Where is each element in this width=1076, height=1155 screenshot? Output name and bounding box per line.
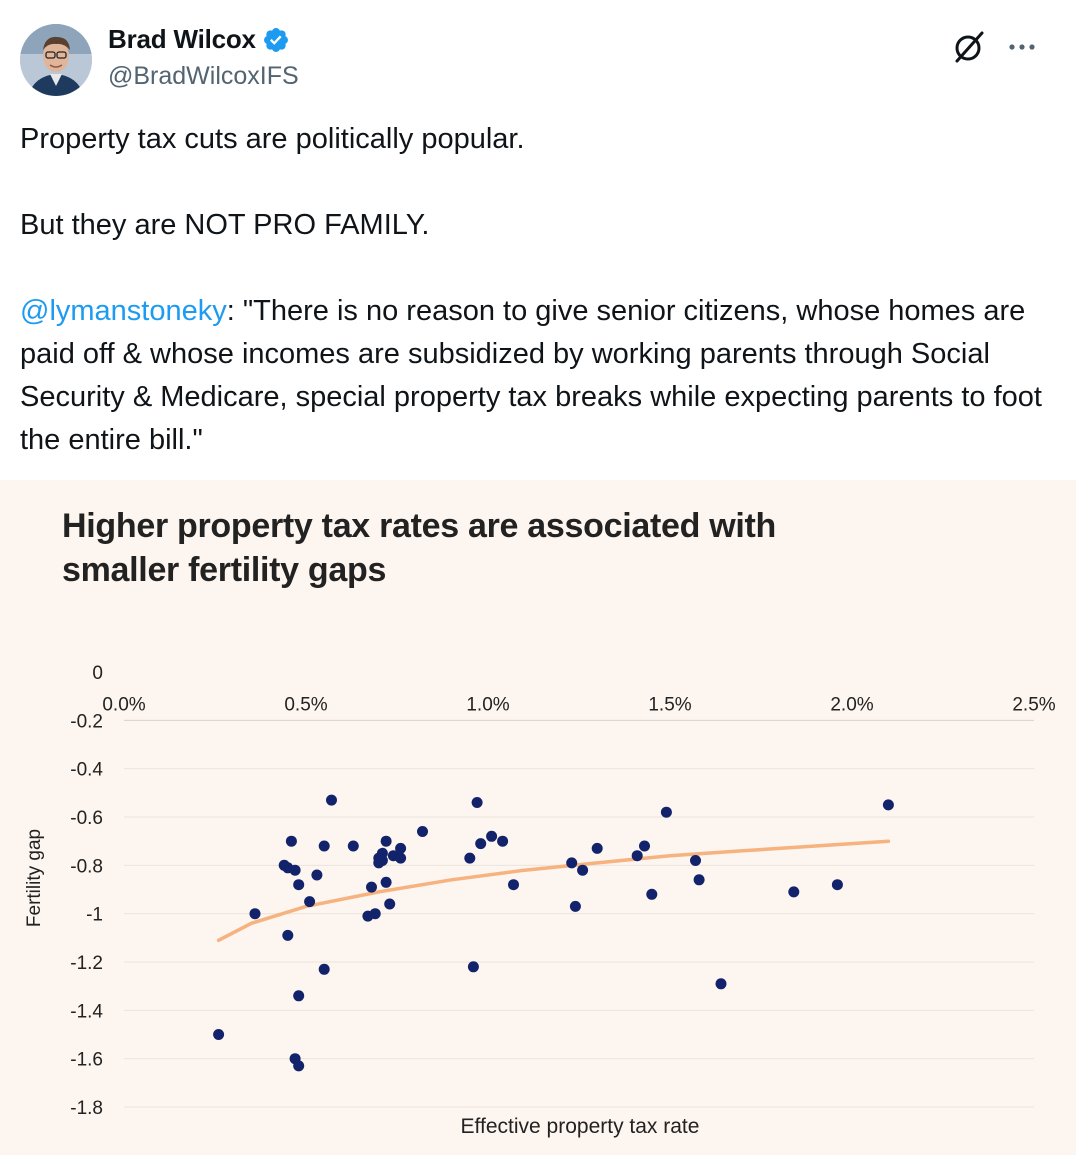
data-point bbox=[213, 1029, 225, 1040]
y-tick-label: -1.4 bbox=[70, 1001, 103, 1022]
data-point bbox=[660, 806, 672, 818]
y-tick-label: -0.2 bbox=[70, 711, 103, 732]
data-point bbox=[318, 840, 330, 852]
data-point bbox=[486, 830, 498, 842]
data-point bbox=[690, 855, 701, 866]
data-point bbox=[304, 896, 316, 908]
data-point bbox=[464, 852, 476, 864]
trendline bbox=[216, 839, 891, 943]
x-tick-label: 0.5% bbox=[284, 694, 327, 715]
tweet-line-1: Property tax cuts are politically popula… bbox=[20, 123, 525, 155]
data-point bbox=[293, 879, 305, 891]
x-tick-label: 0.0% bbox=[102, 694, 145, 715]
y-axis-label: Fertility gap bbox=[24, 829, 45, 927]
data-point bbox=[591, 842, 603, 854]
y-tick-label: -1.6 bbox=[70, 1050, 103, 1071]
verified-badge-icon bbox=[263, 27, 288, 52]
data-point bbox=[715, 978, 727, 990]
tweet-quote: : "There is no reason to give senior cit… bbox=[20, 295, 1042, 456]
data-point bbox=[395, 852, 407, 864]
data-point bbox=[369, 908, 381, 920]
chart-image[interactable]: Higher property tax rates are associated… bbox=[0, 480, 1076, 1155]
data-point bbox=[282, 929, 294, 941]
tweet-quote-paragraph: @lymanstoneky: "There is no reason to gi… bbox=[20, 290, 1050, 462]
data-point bbox=[249, 908, 261, 920]
author-name-row: Brad Wilcox bbox=[108, 24, 290, 55]
x-tick-label: 1.0% bbox=[466, 694, 509, 715]
trendline-path bbox=[216, 839, 891, 943]
data-point bbox=[475, 838, 487, 850]
data-point bbox=[326, 794, 337, 806]
data-point bbox=[831, 879, 843, 891]
avatar[interactable] bbox=[20, 24, 92, 96]
tweet-text: Property tax cuts are politically popula… bbox=[20, 118, 1050, 462]
data-point bbox=[395, 842, 407, 854]
data-point bbox=[508, 879, 519, 891]
grok-icon[interactable] bbox=[952, 30, 986, 64]
data-point bbox=[497, 835, 509, 847]
data-point bbox=[318, 963, 330, 975]
data-point bbox=[289, 864, 301, 876]
x-tick-label: 2.5% bbox=[1012, 694, 1055, 715]
data-point bbox=[380, 876, 392, 888]
x-tick-label: 2.0% bbox=[830, 694, 873, 715]
data-point bbox=[566, 857, 578, 869]
more-icon[interactable] bbox=[1004, 30, 1040, 64]
x-tick-labels: 0.0% 0.5% 1.0% 1.5% 2.0% 2.5% bbox=[102, 694, 1055, 715]
data-point bbox=[285, 835, 297, 847]
y-tick-label: -1.2 bbox=[70, 953, 103, 974]
data-points bbox=[213, 794, 894, 1072]
data-point bbox=[631, 850, 643, 862]
scatter-chart: 0 -0.2 -0.4 -0.6 -0.8 -1 -1.2 -1.4 -1.6 -1.8 0.0%… bbox=[24, 663, 1056, 1138]
data-point bbox=[693, 874, 705, 886]
data-point bbox=[384, 898, 396, 910]
data-point bbox=[366, 881, 377, 893]
y-tick-label: -0.6 bbox=[70, 808, 103, 829]
data-point bbox=[467, 961, 479, 973]
data-point bbox=[577, 864, 589, 876]
data-point bbox=[882, 799, 894, 811]
data-point bbox=[293, 990, 305, 1002]
gridlines bbox=[124, 719, 1034, 1108]
y-tick-label: -0.4 bbox=[70, 760, 103, 781]
y-tick-label: -0.8 bbox=[70, 856, 103, 877]
data-point bbox=[471, 797, 483, 808]
data-point bbox=[646, 888, 658, 900]
data-point bbox=[376, 855, 388, 866]
x-tick-label: 1.5% bbox=[648, 694, 691, 715]
data-point bbox=[380, 835, 392, 847]
data-point bbox=[293, 1060, 305, 1072]
tweet-line-2: But they are NOT PRO FAMILY. bbox=[20, 209, 430, 241]
mention-link[interactable]: @lymanstoneky bbox=[20, 295, 227, 327]
y-tick-labels: 0 -0.2 -0.4 -0.6 -0.8 -1 -1.2 -1.4 -1.6 -1.8 bbox=[70, 663, 103, 1119]
avatar-image bbox=[20, 24, 92, 96]
y-tick-label: -1.8 bbox=[70, 1098, 103, 1119]
y-tick-label: 0 bbox=[92, 663, 103, 684]
y-tick-label: -1 bbox=[86, 905, 103, 926]
x-axis-label: Effective property tax rate bbox=[461, 1115, 700, 1138]
author-handle[interactable]: @BradWilcoxIFS bbox=[108, 62, 299, 90]
data-point bbox=[347, 840, 359, 852]
data-point bbox=[569, 900, 581, 912]
display-name[interactable]: Brad Wilcox bbox=[108, 24, 256, 54]
data-point bbox=[639, 840, 650, 852]
chart-title: Higher property tax rates are associated… bbox=[62, 507, 776, 589]
data-point bbox=[417, 826, 428, 837]
data-point bbox=[788, 886, 800, 898]
data-point bbox=[311, 869, 323, 881]
